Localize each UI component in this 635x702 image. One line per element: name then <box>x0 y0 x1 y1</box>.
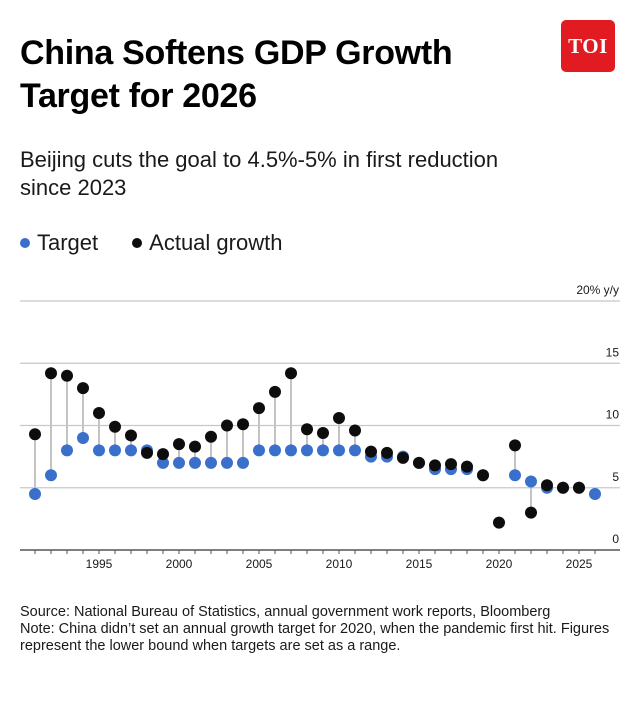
footnote: Note: China didn’t set an annual growth … <box>20 621 610 654</box>
actual-point-2021 <box>509 439 521 452</box>
chart-subtitle: Beijing cuts the goal to 4.5%-5% in firs… <box>20 147 499 200</box>
actual-point-2019 <box>477 469 489 482</box>
connectors <box>34 373 548 513</box>
actual-point-2018 <box>461 460 473 473</box>
y-tick-label: 0 <box>612 532 619 546</box>
actual-point-2003 <box>221 419 233 432</box>
x-tick-label: 1995 <box>86 557 113 571</box>
target-point-2009 <box>317 444 329 457</box>
x-tick-label: 2000 <box>166 557 193 571</box>
x-tick-label: 2025 <box>566 557 593 571</box>
target-point-1997 <box>125 444 137 457</box>
target-point-1994 <box>77 431 89 444</box>
x-tick-label: 2005 <box>246 557 273 571</box>
legend-target-label: Target <box>37 230 99 255</box>
actual-point-1997 <box>125 429 137 442</box>
actual-point-2002 <box>205 430 217 443</box>
y-tick-label: 15 <box>606 345 620 359</box>
target-point-2005 <box>253 444 265 457</box>
actual-series <box>29 367 585 529</box>
actual-dot-icon <box>132 238 143 248</box>
toi-logo: TOI <box>561 20 615 72</box>
actual-point-1996 <box>109 420 121 433</box>
actual-point-2015 <box>413 456 425 469</box>
actual-point-1991 <box>29 428 41 441</box>
actual-point-2013 <box>381 446 393 459</box>
target-point-2007 <box>285 444 297 457</box>
target-point-2022 <box>525 475 537 488</box>
actual-point-2009 <box>317 426 329 439</box>
actual-point-2000 <box>173 438 185 451</box>
target-point-2006 <box>269 444 281 457</box>
chart-footer: Source: National Bureau of Statistics, a… <box>20 604 620 655</box>
actual-point-2004 <box>237 418 249 431</box>
target-point-2003 <box>221 456 233 469</box>
target-point-1995 <box>93 444 105 457</box>
x-tick-label: 2010 <box>326 557 353 571</box>
actual-point-2022 <box>525 506 537 519</box>
target-point-1991 <box>29 487 41 500</box>
actual-point-2007 <box>285 367 297 380</box>
target-point-2004 <box>237 456 249 469</box>
target-point-2002 <box>205 456 217 469</box>
actual-point-2001 <box>189 440 201 453</box>
actual-point-2016 <box>429 459 441 472</box>
legend-item-actual: Actual growth <box>132 230 282 256</box>
target-point-1999 <box>157 456 169 469</box>
actual-point-2008 <box>301 423 313 436</box>
y-tick-label: 20% y/y <box>576 283 619 297</box>
actual-point-2006 <box>269 385 281 398</box>
actual-point-2014 <box>397 451 409 464</box>
target-point-2008 <box>301 444 313 457</box>
target-point-1996 <box>109 444 121 457</box>
actual-point-2011 <box>349 424 361 437</box>
axis-labels: 0 5 10 15 20% y/y 1995 2000 2005 2010 2015 2020 202… <box>86 283 620 571</box>
target-point-2001 <box>189 456 201 469</box>
target-dot-icon <box>20 238 30 248</box>
y-tick-label: 10 <box>606 408 620 422</box>
chart-legend: Target Actual growth <box>20 230 316 256</box>
target-point-2026 <box>589 487 601 500</box>
actual-point-2017 <box>445 458 457 471</box>
actual-point-1995 <box>93 407 105 420</box>
actual-point-2012 <box>365 445 377 458</box>
target-point-2021 <box>509 469 521 482</box>
target-point-2010 <box>333 444 345 457</box>
gdp-dot-chart: 0 5 10 15 20% y/y 1995 2000 2005 2010 2015 2020 202… <box>20 283 620 571</box>
target-point-1993 <box>61 444 73 457</box>
x-tick-label: 2015 <box>406 557 433 571</box>
actual-point-2025 <box>573 481 585 494</box>
legend-item-target: Target <box>20 230 98 256</box>
actual-point-1998 <box>141 446 153 459</box>
source-note: Source: National Bureau of Statistics, a… <box>20 604 551 620</box>
y-tick-label: 5 <box>612 470 619 484</box>
x-axis <box>34 550 596 554</box>
actual-point-1992 <box>45 367 57 380</box>
chart-title: China Softens GDP Growth Target for 2026 <box>20 34 453 115</box>
target-point-2000 <box>173 456 185 469</box>
legend-actual-label: Actual growth <box>149 230 283 255</box>
actual-point-1999 <box>157 448 169 461</box>
x-tick-label: 2020 <box>486 557 513 571</box>
actual-point-2020 <box>493 516 505 529</box>
actual-point-1993 <box>61 369 73 382</box>
actual-point-2023 <box>541 479 553 492</box>
actual-point-2005 <box>253 402 265 415</box>
target-point-2011 <box>349 444 361 457</box>
target-point-1992 <box>45 469 57 482</box>
actual-point-2024 <box>557 481 569 494</box>
actual-point-1994 <box>77 382 89 395</box>
actual-point-2010 <box>333 412 345 425</box>
